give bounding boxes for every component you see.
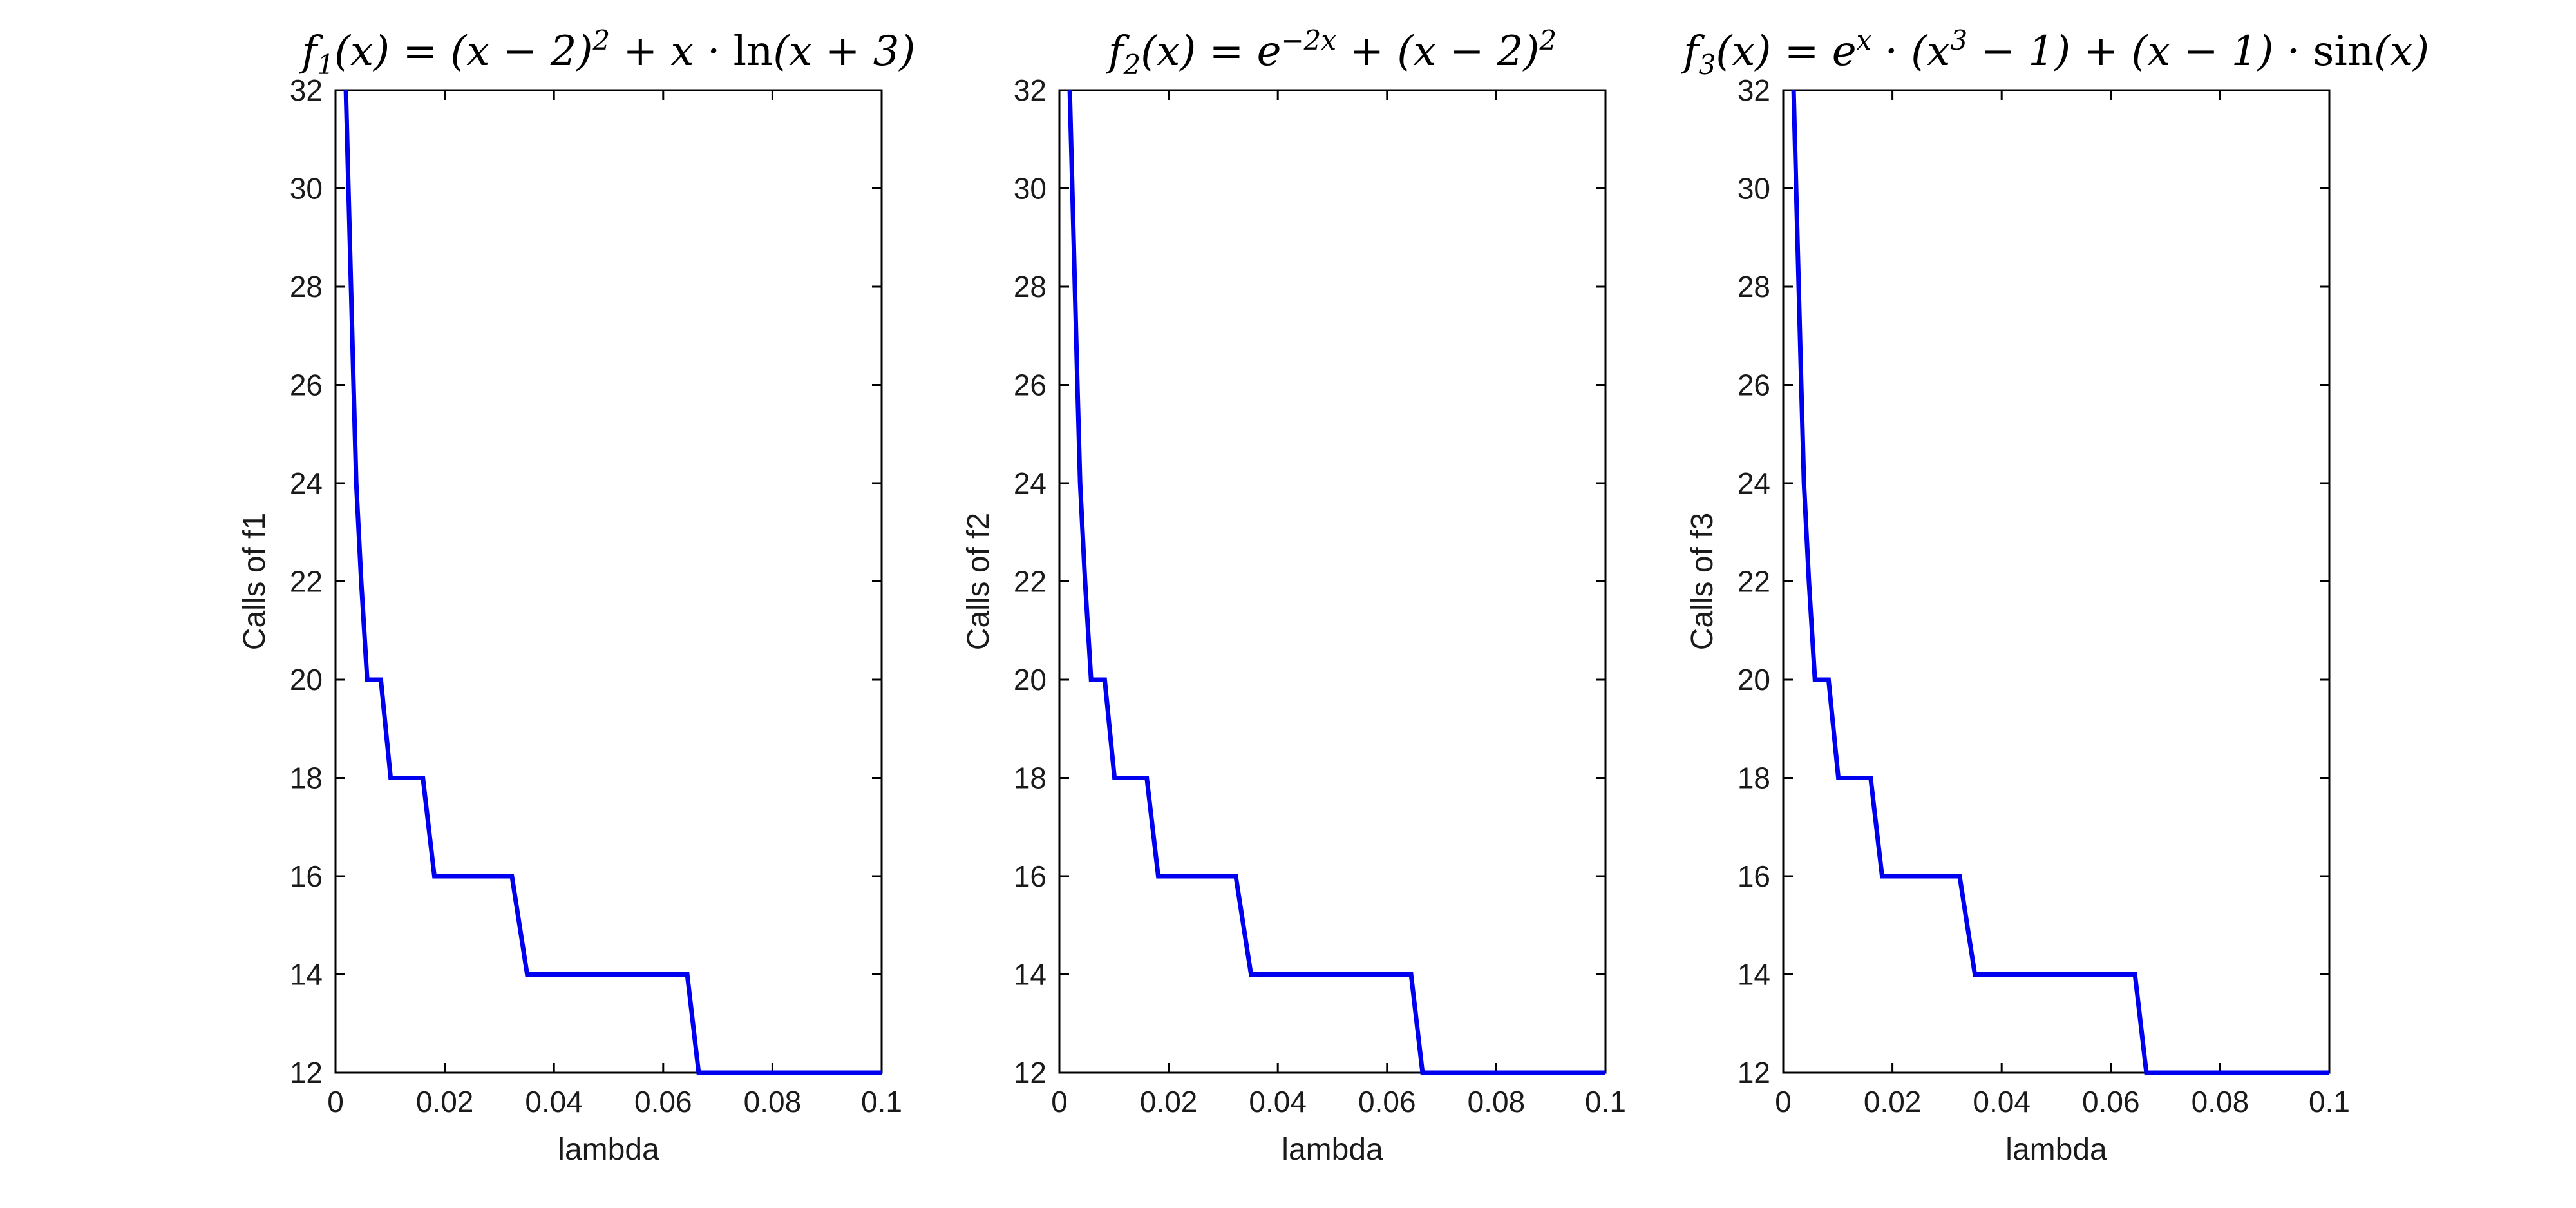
y-tick-label: 14 (290, 958, 323, 992)
x-tick-label: 0.04 (1249, 1085, 1307, 1118)
y-axis-label: Calls of f3 (1685, 513, 1719, 650)
plot-title-segment: (x + 3) (773, 28, 916, 75)
plot-title-segment: (x) (2374, 28, 2430, 75)
plot-title-segment: + x · (610, 28, 734, 75)
x-tick-label: 0.08 (2192, 1085, 2249, 1118)
x-tick-label: 0.06 (2082, 1085, 2140, 1118)
y-tick-label: 18 (1014, 762, 1046, 795)
y-axis-label: Calls of f1 (238, 513, 272, 650)
plot-frame (1058, 89, 1607, 1074)
plot-title-segment: f (301, 28, 317, 75)
plot-title-segment: f (1683, 28, 1699, 75)
x-tick-label: 0.08 (1468, 1085, 1526, 1118)
y-tick-label: 12 (290, 1056, 323, 1089)
y-tick-label: 16 (1738, 859, 1770, 893)
subplot-2: 0 0.02 0.04 0.06 0.08 0.1 12 14 16 18 20 22 24 26 28 30… (961, 73, 1626, 1167)
x-tick-label: 0.04 (525, 1085, 583, 1118)
plot-title-segment: 3 (1698, 49, 1716, 81)
x-tick-label: 0 (327, 1085, 344, 1118)
y-tick-label: 20 (1014, 663, 1046, 696)
y-tick-label: 22 (1014, 565, 1046, 599)
plot-title-segment: + (x − 2) (1336, 28, 1540, 75)
subplot-3: 0 0.02 0.04 0.06 0.08 0.1 12 14 16 18 20 22 24 26 28 30… (1685, 73, 2350, 1167)
plot-title: f1(x) = (x − 2)2 + x · ln(x + 3) (301, 27, 916, 79)
y-tick-label: 26 (1738, 369, 1770, 402)
y-tick-label: 28 (290, 270, 323, 303)
calls-curve (1067, 90, 1605, 1075)
x-tick-label: 0.1 (1585, 1085, 1626, 1118)
plot-title: f2(x) = e−2x + (x − 2)2 (1108, 27, 1557, 79)
y-tick-label: 18 (1738, 762, 1770, 795)
y-tick-label: 28 (1014, 270, 1046, 303)
x-tick-label: 0.1 (2309, 1085, 2350, 1118)
x-tick-label: 0 (1775, 1085, 1792, 1118)
plot-title-segment: 2 (1123, 49, 1141, 81)
y-tick-label: 30 (1738, 172, 1770, 206)
x-tick-label: 0.02 (1864, 1085, 1922, 1118)
y-tick-label: 12 (1014, 1056, 1046, 1089)
y-tick-label: 30 (290, 172, 323, 206)
x-tick-label: 0.04 (1973, 1085, 2031, 1118)
y-tick-label: 20 (1738, 663, 1770, 696)
plot-title: f3(x) = ex · (x3 − 1) + (x − 1) · sin(x) (1683, 27, 2430, 79)
subplot-1: 0 0.02 0.04 0.06 0.08 0.1 12 14 16 18 20 22 24 26 28 30… (238, 73, 902, 1167)
y-tick-label: 26 (290, 369, 323, 402)
plot-frame (334, 89, 883, 1074)
y-tick-label: 18 (290, 762, 323, 795)
y-tick-label: 20 (290, 663, 323, 696)
x-axis-label: lambda (1282, 1133, 1383, 1167)
x-tick-label: 0.06 (634, 1085, 692, 1118)
plot-title-segment: (x) = e (1716, 28, 1857, 75)
y-tick-label: 16 (1014, 859, 1046, 893)
plot-title-segment: sin (2313, 28, 2374, 75)
y-tick-label: 32 (1738, 73, 1770, 107)
y-tick-label: 32 (1014, 73, 1046, 107)
y-tick-label: 22 (1738, 565, 1770, 599)
plot-title-segment: f (1108, 28, 1124, 75)
plot-title-segment: 3 (1950, 24, 1968, 56)
x-axis-label: lambda (558, 1133, 659, 1167)
plot-title-segment: − 1) + (x − 1) · (1967, 28, 2313, 75)
calls-curve (343, 90, 882, 1075)
plot-title-segment: ln (733, 28, 773, 75)
x-tick-label: 0.08 (744, 1085, 802, 1118)
y-tick-label: 26 (1014, 369, 1046, 402)
y-tick-label: 32 (290, 73, 323, 107)
x-tick-label: 0.1 (861, 1085, 902, 1118)
plot-frame (1782, 89, 2331, 1074)
plot-title-segment: 1 (317, 49, 335, 81)
y-tick-label: 24 (290, 466, 323, 500)
y-axis-label: Calls of f2 (961, 513, 996, 650)
plot-title-segment: (x) = e (1141, 28, 1282, 75)
y-tick-label: 24 (1738, 466, 1770, 500)
plot-title-segment: 2 (592, 24, 611, 56)
y-tick-label: 14 (1738, 958, 1770, 992)
y-tick-label: 16 (290, 859, 323, 893)
plot-title-segment: −2x (1281, 24, 1337, 56)
plot-title-segment: 2 (1539, 24, 1557, 56)
x-tick-label: 0.02 (416, 1085, 474, 1118)
plot-title-segment: (x) = (x − 2) (334, 28, 593, 75)
y-tick-label: 24 (1014, 466, 1046, 500)
y-tick-label: 30 (1014, 172, 1046, 206)
x-axis-label: lambda (2005, 1133, 2107, 1167)
y-tick-label: 22 (290, 565, 323, 599)
y-tick-label: 28 (1738, 270, 1770, 303)
x-tick-label: 0.02 (1140, 1085, 1198, 1118)
y-tick-label: 14 (1014, 958, 1046, 992)
plot-title-segment: x (1856, 24, 1872, 56)
calls-curve (1791, 90, 2329, 1075)
y-tick-label: 12 (1738, 1056, 1770, 1089)
x-tick-label: 0 (1051, 1085, 1068, 1118)
x-tick-label: 0.06 (1358, 1085, 1416, 1118)
plot-title-segment: · (x (1871, 28, 1951, 75)
